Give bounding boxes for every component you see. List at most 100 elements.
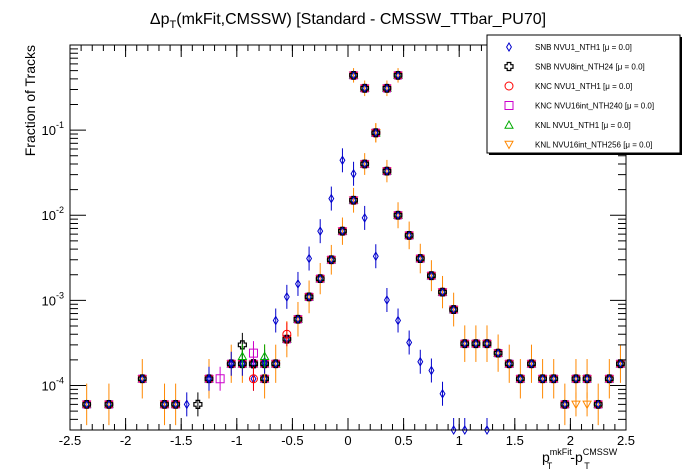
series-point <box>484 418 490 435</box>
series-point <box>183 392 190 417</box>
marker-cross <box>315 274 325 284</box>
series-point <box>259 344 270 369</box>
legend-marker-diamond <box>506 42 512 52</box>
data-point <box>604 359 615 399</box>
data-point <box>393 202 403 229</box>
series-marker-square <box>215 374 225 384</box>
x-tick-label: 0 <box>344 433 351 448</box>
marker-diamond <box>328 255 334 265</box>
marker-cross <box>382 83 392 93</box>
series-marker-diamond <box>461 425 468 435</box>
data-point <box>459 325 470 362</box>
marker-diamond <box>395 70 401 80</box>
series-marker-diamond <box>383 295 390 305</box>
y-tick-label: 10-1 <box>42 120 64 138</box>
axes: -2.5 -2 -1.5 -1 -0.5 0 0.5 1 1.5 2 2.510-410-310-2… <box>42 44 635 448</box>
marker-diamond <box>551 374 557 384</box>
marker-diamond <box>617 359 624 369</box>
marker-diamond <box>350 70 357 80</box>
series-point <box>361 205 368 230</box>
marker-cross <box>571 374 581 384</box>
data-point <box>293 301 303 337</box>
x-axis-title-sup2: CMSSW <box>583 447 618 457</box>
marker-diamond <box>473 339 479 349</box>
data-point <box>515 359 526 399</box>
marker-diamond <box>362 83 368 93</box>
marker-cross <box>604 374 614 384</box>
chart-title-rest: (mkFit,CMSSW) [Standard - CMSSW_TTbar_PU… <box>176 11 546 28</box>
legend-label: KNC NVU16int_NTH240 [μ = 0.0] <box>535 102 654 111</box>
data-point <box>304 280 314 314</box>
marker-cross <box>504 359 514 369</box>
series-point <box>395 308 402 333</box>
marker-cross <box>482 339 492 349</box>
marker-cross <box>616 359 625 369</box>
marker-cross <box>304 292 314 302</box>
data-point <box>471 325 481 362</box>
x-tick-label: -1 <box>231 433 243 448</box>
x-tick-label: -1.5 <box>170 433 192 448</box>
marker-diamond <box>395 210 401 220</box>
series-marker-diamond <box>328 193 335 204</box>
series-marker-diamond <box>450 425 457 435</box>
chart-title-delta: Δp <box>150 11 170 28</box>
marker-diamond <box>562 400 568 409</box>
series-point <box>206 366 212 391</box>
marker-diamond <box>373 128 379 138</box>
marker-diamond <box>106 400 112 409</box>
series-point <box>306 246 313 271</box>
data-point <box>504 344 515 383</box>
legend-marker-triangle-up <box>504 119 514 129</box>
data-point <box>382 159 392 183</box>
y-tick-label-base: 10 <box>42 378 56 393</box>
series-point <box>193 392 203 417</box>
marker-diamond <box>484 339 490 349</box>
marker-diamond <box>539 374 546 384</box>
marker-cross <box>393 210 403 220</box>
series-point <box>406 330 413 355</box>
x-tick-label: -2.5 <box>59 433 81 448</box>
data-point <box>582 359 592 399</box>
marker-cross <box>160 399 169 409</box>
x-axis-title-sup1: mkFit <box>550 447 572 457</box>
x-axis-title-dash: -p <box>570 449 583 465</box>
series-marker-diamond <box>228 358 235 369</box>
series-point <box>372 244 379 269</box>
series-marker-circle <box>248 374 258 384</box>
marker-diamond <box>139 374 145 384</box>
y-tick-label-base: 10 <box>42 208 56 223</box>
data-point <box>170 383 181 426</box>
marker-cross <box>271 359 281 369</box>
y-tick-label-base: 10 <box>42 293 56 308</box>
marker-cross <box>449 305 459 314</box>
marker-diamond <box>173 400 179 409</box>
series-marker-cross <box>237 340 247 350</box>
legend-entry: KNL NVU16int_NTH256 [μ = 0.0] <box>504 140 652 150</box>
marker-diamond <box>295 314 301 324</box>
marker-cross <box>438 287 447 297</box>
series-marker-triangle-down <box>571 400 581 410</box>
x-axis-title-sub1: T <box>547 461 553 471</box>
marker-diamond <box>517 374 523 384</box>
data-point <box>359 153 370 175</box>
series-marker-diamond <box>283 291 290 302</box>
series-point <box>215 366 225 391</box>
series-point <box>450 418 457 435</box>
series-marker-diamond <box>272 315 279 326</box>
marker-cross <box>260 374 269 384</box>
marker-diamond <box>84 400 90 409</box>
series-point <box>328 186 335 211</box>
marker-cross <box>415 254 425 263</box>
series-point <box>582 392 592 417</box>
legend-marker-triangle-down <box>504 140 514 150</box>
legend-entry: SNB NVU8int_NTH24 [μ = 0.0] <box>504 61 645 72</box>
series-marker-square <box>248 348 258 358</box>
series-marker-cross <box>248 359 259 369</box>
series-marker-diamond <box>306 253 313 264</box>
marker-cross <box>137 374 147 384</box>
data-point <box>337 217 348 245</box>
series-point <box>439 381 446 406</box>
data-point <box>448 292 459 327</box>
marker-cross <box>527 359 536 369</box>
